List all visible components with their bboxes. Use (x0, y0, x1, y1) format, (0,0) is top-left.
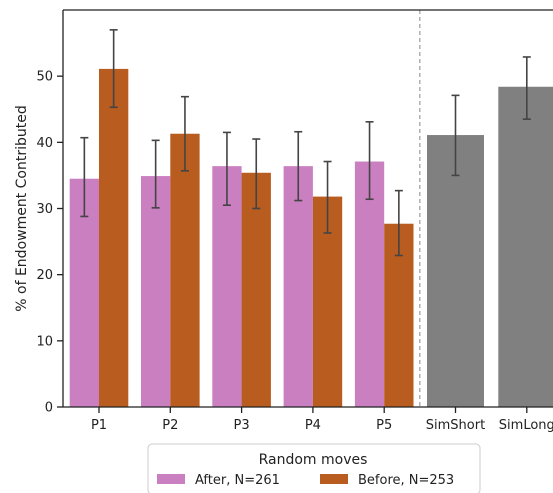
y-axis: 0 10 20 30 40 50 (36, 10, 64, 416)
x-tick-label-simlong: SimLong (499, 418, 553, 433)
bar-simlong (498, 86, 553, 408)
error-bar-before-p3 (252, 138, 261, 210)
legend-title: Random moves (259, 452, 368, 468)
legend-entries: After, N=261 Before, N=253 (157, 473, 454, 488)
bar-simshort (427, 135, 484, 407)
error-bar-after-p5 (365, 121, 374, 201)
bar-after-p5 (354, 161, 385, 407)
x-tick-label-p1: P1 (91, 418, 107, 433)
x-tick-label-p3: P3 (234, 418, 250, 433)
legend-frame (147, 443, 481, 493)
y-tick-label-0: 0 (45, 401, 53, 416)
y-tick-label-30: 30 (36, 202, 53, 217)
y-tick-label-20: 20 (36, 268, 53, 283)
x-axis: P1 P2 P3 P4 P5 SimShort SimLong (63, 406, 553, 433)
x-tick-label-simshort: SimShort (426, 418, 485, 433)
x-tick-label-p4: P4 (305, 418, 321, 433)
error-bar-after-p2 (151, 139, 160, 209)
x-tick-label-p5: P5 (376, 418, 392, 433)
y-axis-title: % of Endowment Contributed (14, 105, 30, 311)
error-bar-simshort (451, 94, 460, 177)
error-bar-after-p3 (222, 131, 231, 206)
legend: Random moves After, N=261 Before, N=253 (147, 443, 481, 493)
bar-before-p2 (170, 133, 200, 407)
y-tick-label-40: 40 (36, 136, 53, 151)
error-bar-before-p5 (394, 189, 403, 257)
y-tick-label-50: 50 (36, 70, 53, 85)
bar-before-p3 (241, 172, 271, 407)
error-bar-simlong (522, 56, 531, 120)
legend-entry-before: Before, N=253 (320, 473, 454, 488)
x-tick-label-p2: P2 (162, 418, 178, 433)
bar-after-p3 (212, 166, 242, 407)
error-bar-after-p1 (80, 136, 89, 218)
legend-label-before: Before, N=253 (358, 473, 454, 488)
legend-swatch-before (320, 474, 348, 484)
legend-entry-after: After, N=261 (157, 473, 280, 488)
bar-before-p1 (99, 68, 129, 407)
plot-area (63, 9, 553, 408)
legend-swatch-after (157, 474, 185, 484)
error-bar-before-p1 (109, 29, 118, 109)
bar-after-p2 (141, 176, 171, 407)
error-bar-before-p2 (180, 95, 189, 172)
y-tick-label-10: 10 (36, 334, 53, 349)
error-bar-after-p4 (294, 130, 303, 202)
legend-label-after: After, N=261 (195, 473, 280, 488)
bar-after-p4 (283, 166, 313, 407)
error-bar-before-p4 (323, 160, 332, 234)
